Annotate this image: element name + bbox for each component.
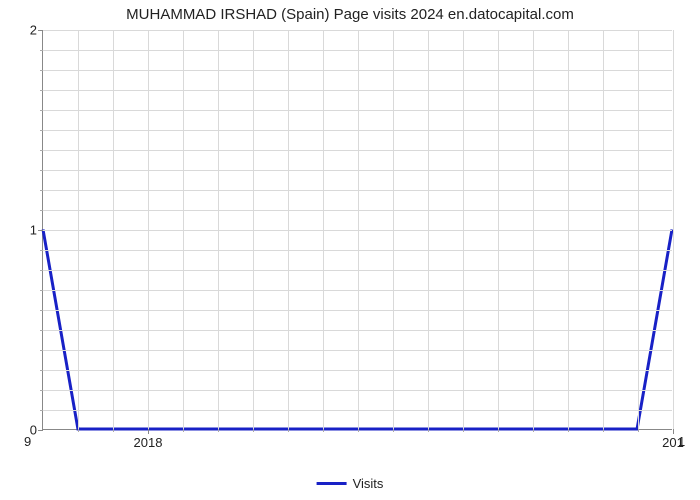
- gridline-horizontal-minor: [43, 90, 672, 91]
- x-minor-tick: [463, 429, 464, 432]
- y-tick-mark: [38, 430, 43, 431]
- x-minor-tick: [183, 429, 184, 432]
- gridline-horizontal-minor: [43, 270, 672, 271]
- gridline-horizontal-minor: [43, 290, 672, 291]
- gridline-vertical: [673, 30, 674, 429]
- x-minor-tick: [358, 429, 359, 432]
- y-tick-mark: [38, 230, 43, 231]
- gridline-horizontal-minor: [43, 310, 672, 311]
- bottom-right-label: 1: [678, 434, 685, 449]
- gridline-horizontal: [43, 230, 672, 231]
- x-minor-tick: [603, 429, 604, 432]
- gridline-horizontal-minor: [43, 70, 672, 71]
- gridline-horizontal-minor: [43, 390, 672, 391]
- x-minor-tick: [393, 429, 394, 432]
- gridline-horizontal-minor: [43, 350, 672, 351]
- line-chart: MUHAMMAD IRSHAD (Spain) Page visits 2024…: [0, 0, 700, 500]
- x-tick-mark: [148, 429, 149, 434]
- gridline-horizontal-minor: [43, 210, 672, 211]
- legend-label: Visits: [353, 476, 384, 491]
- x-minor-tick: [428, 429, 429, 432]
- x-minor-tick: [253, 429, 254, 432]
- x-minor-tick: [323, 429, 324, 432]
- gridline-horizontal-minor: [43, 150, 672, 151]
- gridline-horizontal-minor: [43, 330, 672, 331]
- chart-title: MUHAMMAD IRSHAD (Spain) Page visits 2024…: [0, 6, 700, 23]
- x-minor-tick: [288, 429, 289, 432]
- gridline-horizontal-minor: [43, 110, 672, 111]
- gridline-horizontal-minor: [43, 190, 672, 191]
- legend-swatch: [317, 482, 347, 485]
- gridline-horizontal-minor: [43, 130, 672, 131]
- gridline-horizontal: [43, 30, 672, 31]
- plot-area: 0122018201: [42, 30, 672, 430]
- x-minor-tick: [78, 429, 79, 432]
- x-minor-tick: [218, 429, 219, 432]
- legend: Visits: [317, 476, 384, 491]
- x-minor-tick: [533, 429, 534, 432]
- gridline-horizontal-minor: [43, 50, 672, 51]
- y-tick-mark: [38, 30, 43, 31]
- x-tick-label: 2018: [134, 435, 163, 450]
- x-tick-mark: [673, 429, 674, 434]
- gridline-horizontal-minor: [43, 410, 672, 411]
- x-minor-tick: [113, 429, 114, 432]
- y-tick-label: 1: [30, 223, 37, 238]
- gridline-horizontal-minor: [43, 170, 672, 171]
- y-tick-label: 2: [30, 23, 37, 38]
- x-minor-tick: [638, 429, 639, 432]
- x-minor-tick: [498, 429, 499, 432]
- gridline-horizontal-minor: [43, 250, 672, 251]
- bottom-left-label: 9: [24, 434, 31, 449]
- gridline-horizontal-minor: [43, 370, 672, 371]
- x-minor-tick: [568, 429, 569, 432]
